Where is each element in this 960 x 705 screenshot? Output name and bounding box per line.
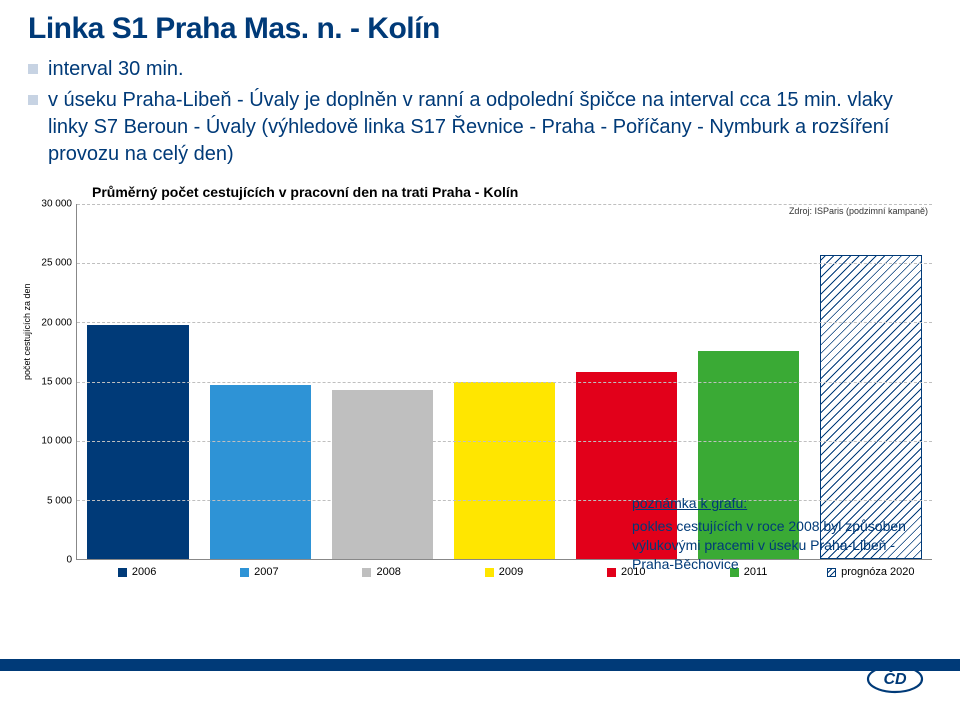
bullet-item: interval 30 min.	[28, 56, 932, 83]
page-title: Linka S1 Praha Mas. n. - Kolín	[28, 12, 932, 46]
legend-swatch	[485, 568, 494, 577]
gridline	[77, 263, 932, 264]
y-tick-label: 20 000	[41, 317, 72, 328]
slide-page: Linka S1 Praha Mas. n. - Kolín interval …	[0, 0, 960, 705]
y-tick-label: 5 000	[47, 495, 72, 506]
legend-item: 2009	[443, 566, 565, 578]
bullet-icon	[28, 64, 38, 74]
legend-swatch	[118, 568, 127, 577]
gridline	[77, 382, 932, 383]
chart-note: poznámka k grafu: pokles cestujících v r…	[632, 494, 922, 574]
footer-bar: ČD	[0, 659, 960, 705]
legend-label: 2007	[254, 566, 278, 578]
legend-swatch	[362, 568, 371, 577]
y-tick-label: 0	[66, 555, 72, 566]
legend-label: 2008	[376, 566, 400, 578]
gridline	[77, 322, 932, 323]
chart-container: Průměrný počet cestujících v pracovní de…	[28, 184, 932, 578]
bullet-text: v úseku Praha-Libeň - Úvaly je doplněn v…	[48, 87, 932, 168]
bullet-icon	[28, 95, 38, 105]
gridline	[77, 204, 932, 205]
y-tick-label: 10 000	[41, 436, 72, 447]
legend-item: 2006	[76, 566, 198, 578]
bullet-text: interval 30 min.	[48, 56, 932, 83]
svg-text:ČD: ČD	[883, 669, 907, 688]
y-tick-label: 30 000	[41, 199, 72, 210]
chart-title: Průměrný počet cestujících v pracovní de…	[92, 184, 932, 200]
legend-swatch	[607, 568, 616, 577]
legend-item: 2008	[321, 566, 443, 578]
y-tick-label: 25 000	[41, 258, 72, 269]
bar	[87, 325, 188, 559]
cd-logo: ČD	[866, 664, 924, 699]
chart-note-body: pokles cestujících v roce 2008 byl způso…	[632, 517, 922, 574]
bullet-item: v úseku Praha-Libeň - Úvaly je doplněn v…	[28, 87, 932, 168]
y-axis: 05 00010 00015 00020 00025 00030 000	[28, 204, 76, 560]
legend-label: 2006	[132, 566, 156, 578]
legend-swatch	[240, 568, 249, 577]
chart-note-heading: poznámka k grafu:	[632, 494, 922, 513]
bar	[210, 385, 311, 559]
legend-item: 2007	[198, 566, 320, 578]
bar	[332, 390, 433, 559]
legend-label: 2009	[499, 566, 523, 578]
bullet-list: interval 30 min. v úseku Praha-Libeň - Ú…	[28, 56, 932, 168]
gridline	[77, 441, 932, 442]
bar	[454, 382, 555, 560]
y-tick-label: 15 000	[41, 377, 72, 388]
